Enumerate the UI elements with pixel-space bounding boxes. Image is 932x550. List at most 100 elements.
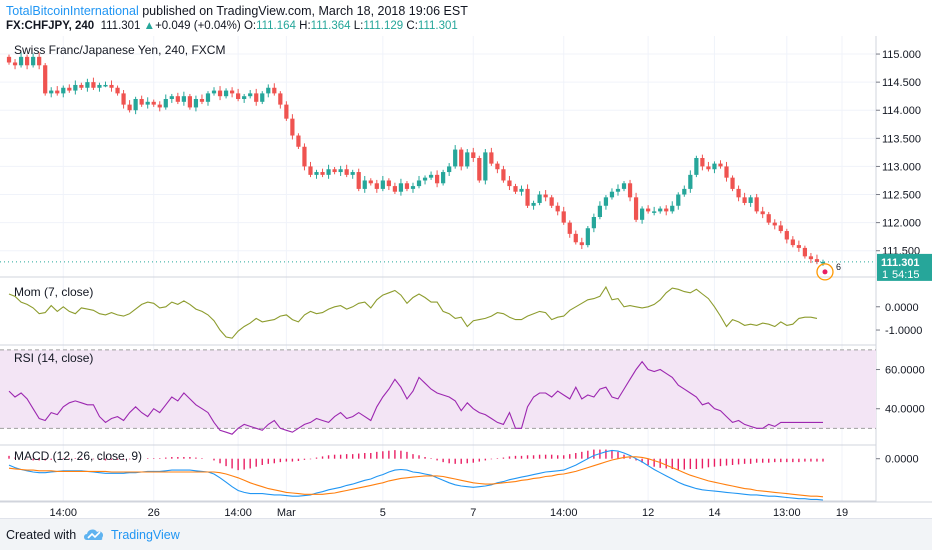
candle-body <box>766 214 771 223</box>
grid-lines <box>0 36 876 501</box>
candle-body <box>706 166 711 170</box>
candle-body <box>447 166 452 173</box>
event-marker-ring <box>816 263 834 281</box>
candle-body <box>296 135 301 147</box>
time-tick-label: 14:00 <box>50 507 78 518</box>
candle-body <box>676 194 681 206</box>
candle-body <box>495 163 500 170</box>
candle-body <box>621 183 627 189</box>
price-tick-label: 112.000 <box>882 218 921 230</box>
time-axis[interactable]: 14:00 26 14:00 Mar 5 7 14:00 12 14 13:00 19 <box>50 507 849 518</box>
chart-canvas[interactable]: 6 115.000114.500114.000113.500113.000112… <box>0 36 932 518</box>
candle-body <box>272 87 277 94</box>
candle-body <box>392 186 398 192</box>
candle-body <box>278 93 283 105</box>
candle-body <box>326 169 331 175</box>
candle-body <box>404 183 410 189</box>
candle-body <box>109 84 114 88</box>
candle-body <box>350 172 355 175</box>
price-tick-label: 112.500 <box>882 190 921 202</box>
chart-header: TotalBitcoinInternational published on T… <box>0 0 932 36</box>
candle-body <box>428 174 434 178</box>
candle-body <box>820 261 826 264</box>
candle-body <box>416 180 422 187</box>
candle-body <box>248 93 253 97</box>
candle-body <box>561 211 566 223</box>
footer-bar: Created with TradingView <box>0 518 932 550</box>
high-value: 111.364 <box>310 20 351 32</box>
candle-body <box>434 174 440 184</box>
candle-body <box>374 183 379 189</box>
candle-body <box>18 56 24 66</box>
tradingview-brand-link[interactable]: TradingView <box>111 528 180 542</box>
candle-body <box>422 177 428 181</box>
candle-body <box>760 211 765 215</box>
price-tick-label: 114.500 <box>882 77 921 89</box>
candle-body <box>49 90 54 94</box>
candle-body <box>199 99 205 102</box>
candle-body <box>314 172 319 175</box>
last-price-badge <box>877 253 932 281</box>
candle-body <box>175 96 180 102</box>
candle-body <box>217 90 223 97</box>
candle-body <box>700 158 705 167</box>
candle-body <box>579 242 584 246</box>
candle-body <box>477 158 482 181</box>
chart-panes: 6 <box>0 36 932 503</box>
candle-body <box>585 228 590 246</box>
open-label: O: <box>243 20 257 32</box>
candle-body <box>459 149 464 167</box>
candle-body <box>465 152 470 167</box>
candle-body <box>187 96 193 108</box>
symbol-label[interactable]: FX:CHFJPY, 240 <box>6 20 95 32</box>
candle-body <box>229 90 235 94</box>
candle-body <box>254 93 259 102</box>
candle-body <box>193 99 199 108</box>
candle-body <box>163 99 168 108</box>
candle-body <box>181 96 186 102</box>
candle-body <box>380 180 385 189</box>
candle-body <box>441 172 446 184</box>
candle-body <box>712 163 717 170</box>
candle-body <box>688 174 693 189</box>
candle-body <box>501 169 506 181</box>
candle-body <box>260 93 265 102</box>
tradingview-cloud-icon[interactable] <box>82 526 106 542</box>
author-link[interactable]: TotalBitcoinInternational <box>6 4 139 18</box>
candle-body <box>754 197 759 212</box>
candle-body <box>344 169 349 175</box>
high-label: H: <box>299 20 311 32</box>
candle-body <box>55 90 60 94</box>
time-tick-label: 26 <box>148 507 160 518</box>
candle-body <box>127 104 132 111</box>
candle-body <box>73 84 78 91</box>
candle-body <box>531 202 536 206</box>
candle-body <box>24 56 30 66</box>
candle-body <box>145 101 150 105</box>
candle-body <box>386 180 391 187</box>
candle-body <box>121 93 126 105</box>
candle-body <box>639 208 645 220</box>
price-axis[interactable]: 115.000 114.500 114.000 113.500 113.000 112.5… <box>876 49 932 466</box>
time-tick-label: 14 <box>708 507 720 518</box>
rsi-label: RSI (14, close) <box>14 351 93 365</box>
candle-body <box>308 166 313 175</box>
candle-body <box>356 172 361 189</box>
candle-body <box>718 163 723 167</box>
candle-body <box>609 191 615 198</box>
price-change: +0.049 (+0.04%) <box>155 20 241 32</box>
candle-body <box>266 87 271 94</box>
candle-body <box>513 186 518 192</box>
candle-body <box>139 99 144 105</box>
candle-body <box>362 180 367 189</box>
candle-body <box>157 104 162 108</box>
candle-body <box>549 197 554 206</box>
time-tick-label: 14:00 <box>550 507 578 518</box>
candle-body <box>338 169 343 173</box>
candle-body <box>730 177 735 189</box>
candle-body <box>802 247 808 257</box>
candle-body <box>537 194 542 203</box>
candle-body <box>597 205 603 217</box>
candle-body <box>43 65 48 94</box>
open-value: 111.164 <box>256 20 296 32</box>
